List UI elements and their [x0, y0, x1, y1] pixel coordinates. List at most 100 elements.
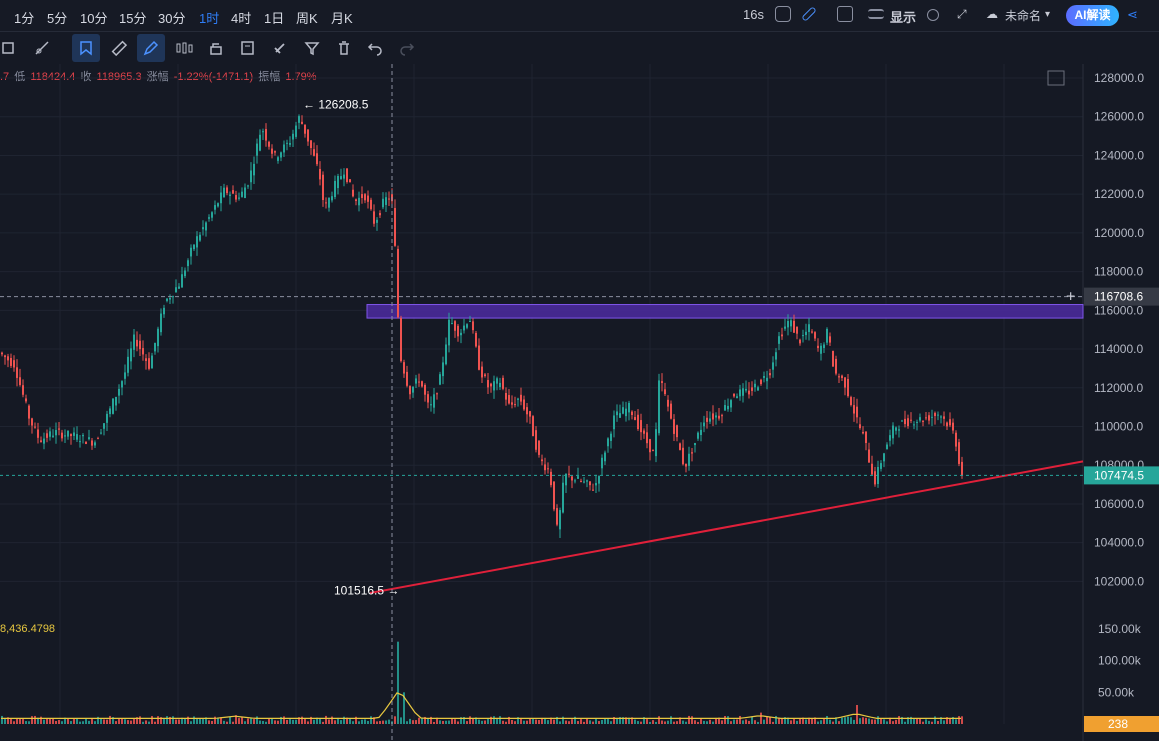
volume-bar [433, 721, 435, 724]
candle-body [148, 358, 150, 369]
candle-body [955, 432, 957, 447]
timeframe-1d[interactable]: 1日 [264, 11, 285, 26]
candle-body [322, 174, 324, 201]
list-icon[interactable] [868, 9, 884, 19]
timeframe-4h[interactable]: 4时 [231, 11, 252, 26]
display-button[interactable]: 显示 [890, 10, 917, 25]
gear-icon[interactable] [927, 9, 939, 21]
candle-body [112, 398, 114, 414]
candle-body [553, 481, 555, 510]
candles-icon[interactable] [170, 34, 198, 62]
timeframe-5m[interactable]: 5分 [47, 11, 68, 26]
candle-body [673, 419, 675, 434]
y-tick-label: 118000.0 [1094, 265, 1143, 279]
volume-bar [193, 716, 195, 724]
timeframe-month[interactable]: 月K [331, 11, 353, 26]
pencil-icon[interactable] [801, 6, 817, 22]
candle-body [283, 144, 285, 153]
volume-bar [121, 718, 123, 724]
candle-body [940, 416, 942, 418]
volume-bar [697, 721, 699, 724]
volume-bar [961, 716, 963, 724]
candle-body [853, 405, 855, 414]
candle-body [34, 426, 36, 428]
volume-bar [742, 720, 744, 724]
timeframe-week[interactable]: 周K [296, 11, 318, 26]
volume-bar [958, 716, 960, 724]
volume-bar [907, 717, 909, 724]
volume-bar [619, 717, 621, 724]
volume-bar [166, 716, 168, 724]
volume-bar [505, 721, 507, 724]
candle-body [601, 457, 603, 469]
volume-bar [811, 718, 813, 724]
volume-bar [748, 720, 750, 724]
volume-bar [463, 716, 465, 724]
timeframe-10m[interactable]: 10分 [80, 11, 108, 26]
volume-bar [703, 720, 705, 724]
pen-icon[interactable] [137, 34, 165, 62]
volume-bar [508, 716, 510, 724]
volume-bar [466, 721, 468, 724]
price-chart[interactable]: 128000.0 126000.0 124000.0 122000.0 120000.0… [0, 64, 1159, 741]
volume-bar [379, 720, 381, 724]
candle-body [586, 480, 588, 482]
volume-bar [67, 718, 69, 724]
replay-icon[interactable] [837, 6, 853, 22]
bookmark-icon[interactable] [72, 34, 100, 62]
candle-body [880, 463, 882, 469]
candle-body [544, 464, 546, 471]
candle-body [49, 431, 51, 437]
candle-body [682, 447, 684, 465]
volume-bar [541, 717, 543, 724]
candle-body [529, 411, 531, 417]
volume-bar [520, 717, 522, 724]
undo-icon[interactable] [361, 34, 389, 62]
timeframe-1h[interactable]: 1时 [199, 11, 220, 26]
candle-body [784, 326, 786, 329]
timeframe-1m[interactable]: 1分 [14, 11, 35, 26]
trash-icon[interactable] [330, 34, 358, 62]
candle-body [499, 382, 501, 388]
volume-bar [64, 717, 66, 724]
timeframe-15m[interactable]: 15分 [119, 11, 147, 26]
volume-bar [118, 718, 120, 724]
fullscreen-icon[interactable]: ⤢ [957, 7, 967, 21]
volume-bar [244, 721, 246, 724]
share-icon[interactable]: ⋖ [1127, 7, 1138, 22]
candle-body [448, 319, 450, 346]
volume-bar [73, 718, 75, 724]
volume-bar [949, 717, 951, 724]
candle-body [442, 362, 444, 377]
timeframe-30m[interactable]: 30分 [158, 11, 186, 26]
volume-bar [13, 721, 15, 724]
ai-analysis-button[interactable]: AI解读 [1066, 5, 1119, 26]
camera-icon[interactable] [775, 6, 791, 22]
candle-body [847, 378, 849, 397]
candle-body [817, 345, 819, 349]
candle-body [385, 197, 387, 205]
volume-bar [553, 719, 555, 724]
candle-body [568, 473, 570, 475]
volume-bar [580, 719, 582, 724]
volume-bar [685, 721, 687, 724]
volume-bar [256, 716, 258, 724]
volume-bar [667, 720, 669, 724]
volume-bar [34, 715, 36, 724]
chevron-down-icon[interactable]: ▾ [1045, 9, 1051, 20]
candle-body [616, 411, 618, 416]
edit-icon[interactable] [234, 34, 262, 62]
ruler-icon[interactable] [105, 34, 133, 62]
volume-bar [352, 721, 354, 724]
last-price-tag [1084, 466, 1159, 485]
filter-icon[interactable] [298, 34, 326, 62]
layers-icon[interactable] [0, 34, 22, 62]
layout-name[interactable]: 未命名 [1005, 9, 1042, 23]
candle-body [916, 421, 918, 423]
candle-body [937, 414, 939, 416]
line-tool-icon[interactable] [28, 34, 56, 62]
candle-body [67, 430, 69, 437]
magnet-icon[interactable] [266, 34, 294, 62]
candle-body [403, 362, 405, 374]
lock-icon[interactable] [202, 34, 230, 62]
